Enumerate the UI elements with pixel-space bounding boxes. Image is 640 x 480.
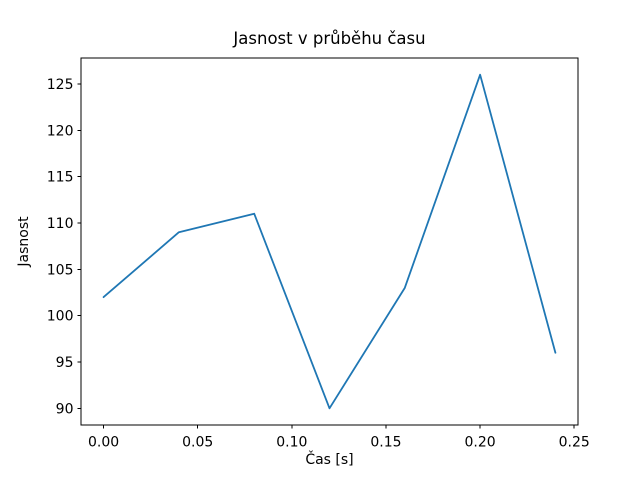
tick-labels: 0.00 0.05 0.10 0.15 0.20 0.25 90 95 100 105 110 115… <box>47 77 590 451</box>
x-axis-label: Čas [s] <box>305 450 353 468</box>
x-tick-label: 0.20 <box>465 435 496 451</box>
y-tick-label: 115 <box>47 170 74 186</box>
x-tick-label: 0.05 <box>182 435 213 451</box>
y-tick-label: 110 <box>47 216 74 232</box>
y-tick-label: 100 <box>47 309 74 325</box>
y-axis-label: Jasnost <box>16 216 32 268</box>
x-tick-label: 0.15 <box>370 435 401 451</box>
y-tick-label: 105 <box>47 262 74 278</box>
x-tick-label: 0.10 <box>276 435 307 451</box>
y-tick-label: 95 <box>56 355 74 371</box>
chart-title: Jasnost v průběhu času <box>232 29 425 48</box>
series-line <box>102 73 557 410</box>
y-tick-label: 90 <box>56 401 74 417</box>
y-tick-label: 125 <box>47 77 74 93</box>
tick-marks <box>77 83 575 429</box>
y-tick-label: 120 <box>47 123 74 139</box>
x-tick-label: 0.25 <box>559 435 590 451</box>
plot-border <box>80 57 579 426</box>
x-tick-label: 0.00 <box>88 435 119 451</box>
